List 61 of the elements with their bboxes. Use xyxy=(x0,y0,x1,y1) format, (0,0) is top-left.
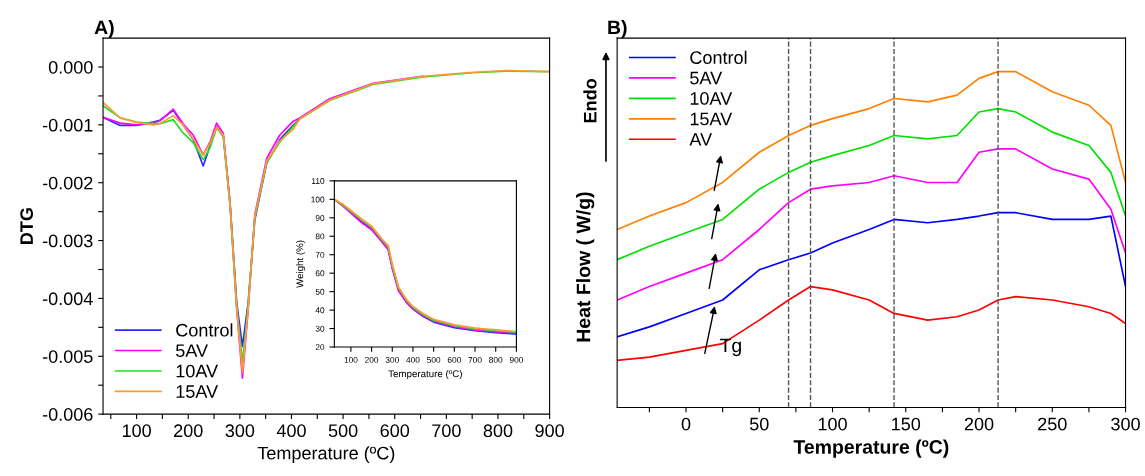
y-tick-label: 30 xyxy=(315,325,325,332)
x-tick-label: 400 xyxy=(406,356,420,363)
text: Endo xyxy=(583,79,597,123)
legend-label: 10AV xyxy=(690,92,733,105)
x-tick-label: 300 xyxy=(225,424,255,438)
annotation: Tg xyxy=(719,338,741,357)
x-tick-label: 0 xyxy=(681,417,691,431)
x-tick-label: 200 xyxy=(964,417,994,431)
x-tick-label: 150 xyxy=(892,417,921,431)
legend-label: AV xyxy=(689,133,713,146)
x-tick-label: 400 xyxy=(276,424,306,438)
y-tick-label: 50 xyxy=(315,288,325,295)
y-axis-title: DTG xyxy=(20,208,34,244)
x-tick-label: 800 xyxy=(489,356,503,363)
y-axis-title: Heat Flow ( W/g) xyxy=(576,192,595,342)
y-tick-label: 110 xyxy=(311,178,325,184)
x-tick-label: 900 xyxy=(509,356,524,363)
x-tick-label: 500 xyxy=(427,356,441,363)
x-tick-label: 300 xyxy=(385,356,399,363)
legend-label: 10AV xyxy=(176,364,219,378)
y-tick-label: -0.003 xyxy=(42,234,93,248)
legend-label: 15AV xyxy=(690,112,733,126)
y-tick-label: -0.001 xyxy=(42,118,93,132)
x-tick-label: 500 xyxy=(328,424,358,438)
x-tick-label: 800 xyxy=(483,424,513,438)
x-tick-label: 250 xyxy=(1038,417,1067,431)
x-axis-title: Temperature (ºC) xyxy=(793,439,949,458)
x-tick-label: 200 xyxy=(365,356,379,363)
x-tick-label: 700 xyxy=(468,356,482,363)
y-tick-label: 90 xyxy=(315,215,325,221)
y-tick-label: 20 xyxy=(315,344,325,351)
legend-label: 15AV xyxy=(176,385,219,398)
x-tick-label: 600 xyxy=(447,356,461,363)
legend-label: 5AV xyxy=(690,71,723,85)
chart-title: B) xyxy=(608,19,627,39)
y-tick-label: 0.000 xyxy=(48,60,93,74)
y-tick-label: -0.002 xyxy=(42,176,93,190)
y-tick-label: 40 xyxy=(315,307,325,314)
x-tick-label: 300 xyxy=(1111,417,1140,431)
x-tick-label: 900 xyxy=(535,424,564,438)
x-tick-label: 100 xyxy=(344,356,358,363)
y-tick-label: 70 xyxy=(315,251,325,258)
x-tick-label: 600 xyxy=(380,424,410,438)
x-axis-title: Temperature (ºC) xyxy=(388,370,462,380)
x-tick-label: 200 xyxy=(174,424,203,438)
legend-label: 5AV xyxy=(175,344,208,358)
x-axis-title: Temperature (ºC) xyxy=(257,446,395,464)
y-tick-label: 60 xyxy=(315,270,325,277)
y-axis-title: Weight (%) xyxy=(296,240,306,288)
y-tick-label: -0.004 xyxy=(42,292,93,306)
x-tick-label: 50 xyxy=(749,417,769,431)
x-tick-label: 100 xyxy=(818,417,847,431)
y-tick-label: -0.006 xyxy=(42,408,93,421)
y-tick-label: 100 xyxy=(311,196,325,203)
y-tick-label: -0.005 xyxy=(42,350,93,363)
x-tick-label: 700 xyxy=(432,424,461,438)
legend-label: Control xyxy=(690,50,747,64)
y-tick-label: 80 xyxy=(315,233,325,240)
chart-title: A) xyxy=(94,19,114,39)
x-tick-label: 100 xyxy=(122,424,151,438)
legend-label: Control xyxy=(176,323,233,337)
